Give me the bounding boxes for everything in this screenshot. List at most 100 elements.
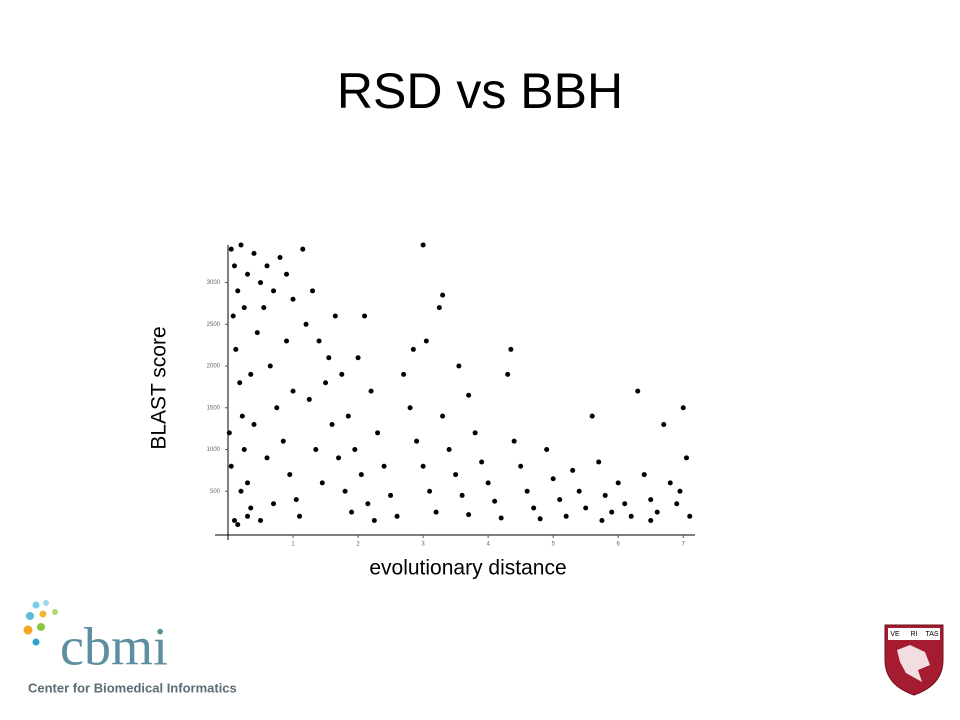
point [284,338,290,344]
point [352,447,358,453]
y-tick-label: 1000 [207,447,221,453]
point [232,517,238,523]
point [264,455,270,461]
point [258,517,264,523]
point [544,447,550,453]
point [599,517,605,523]
point [440,292,446,298]
point [531,505,537,511]
point [290,388,296,394]
x-tick-label: 5 [552,542,556,548]
point [319,480,325,486]
point [508,346,514,352]
y-tick-label: 3000 [207,280,221,286]
point [339,371,345,377]
point [280,438,286,444]
point [342,488,348,494]
point [235,522,241,528]
point [680,405,686,411]
point [313,447,319,453]
point [254,330,260,336]
point [505,371,511,377]
point [326,355,332,361]
point [456,363,462,369]
point [537,516,543,522]
point [332,313,338,319]
point [479,459,485,465]
y-tick-label: 2500 [207,322,221,328]
point [251,421,257,427]
point [550,476,556,482]
point [371,517,377,523]
point [420,463,426,469]
y-tick-label: 2000 [207,364,221,370]
point [226,430,232,436]
point [345,413,351,419]
point [297,513,303,519]
point [453,472,459,478]
point [433,509,439,515]
point [498,515,504,521]
point [466,392,472,398]
point [654,509,660,515]
point [641,472,647,478]
point [576,488,582,494]
x-tick-label: 7 [682,542,686,548]
point [375,430,381,436]
point [388,492,394,498]
point [228,463,234,469]
x-tick-label: 2 [356,542,360,548]
point [248,505,254,511]
point [251,250,257,256]
point [583,505,589,511]
point [410,346,416,352]
logo-name: cbmi [60,616,168,676]
point [401,371,407,377]
point [232,263,238,269]
point [661,421,667,427]
point [609,509,615,515]
slide-title: RSD vs BBH [337,63,623,119]
point [394,513,400,519]
point [570,467,576,473]
harvard-shield: VE RI TAS [884,624,944,696]
x-tick-label: 4 [486,542,490,548]
point [511,438,517,444]
point [303,321,309,327]
y-tick-label: 500 [210,489,221,495]
point [300,246,306,252]
point [336,455,342,461]
point [635,388,641,394]
x-tick-label: 6 [617,542,621,548]
point [365,501,371,507]
shield-word: TAS [925,631,938,638]
point [264,263,270,269]
x-axis-label: evolutionary distance [369,557,566,580]
point [423,338,429,344]
point [427,488,433,494]
point [237,380,243,386]
point [436,305,442,311]
point [622,501,628,507]
point [228,246,234,252]
logo-subtitle: Center for Biomedical Informatics [28,680,237,695]
point [235,288,241,294]
point [518,463,524,469]
point [563,513,569,519]
point [267,363,273,369]
shield-word: VE [890,631,900,638]
point [446,447,452,453]
point [245,480,251,486]
point [368,388,374,394]
point [628,513,634,519]
point [355,355,361,361]
point [349,509,355,515]
point [241,447,247,453]
point [648,497,654,503]
point [674,501,680,507]
point [245,513,251,519]
point [615,480,621,486]
y-tick-label: 1500 [207,405,221,411]
